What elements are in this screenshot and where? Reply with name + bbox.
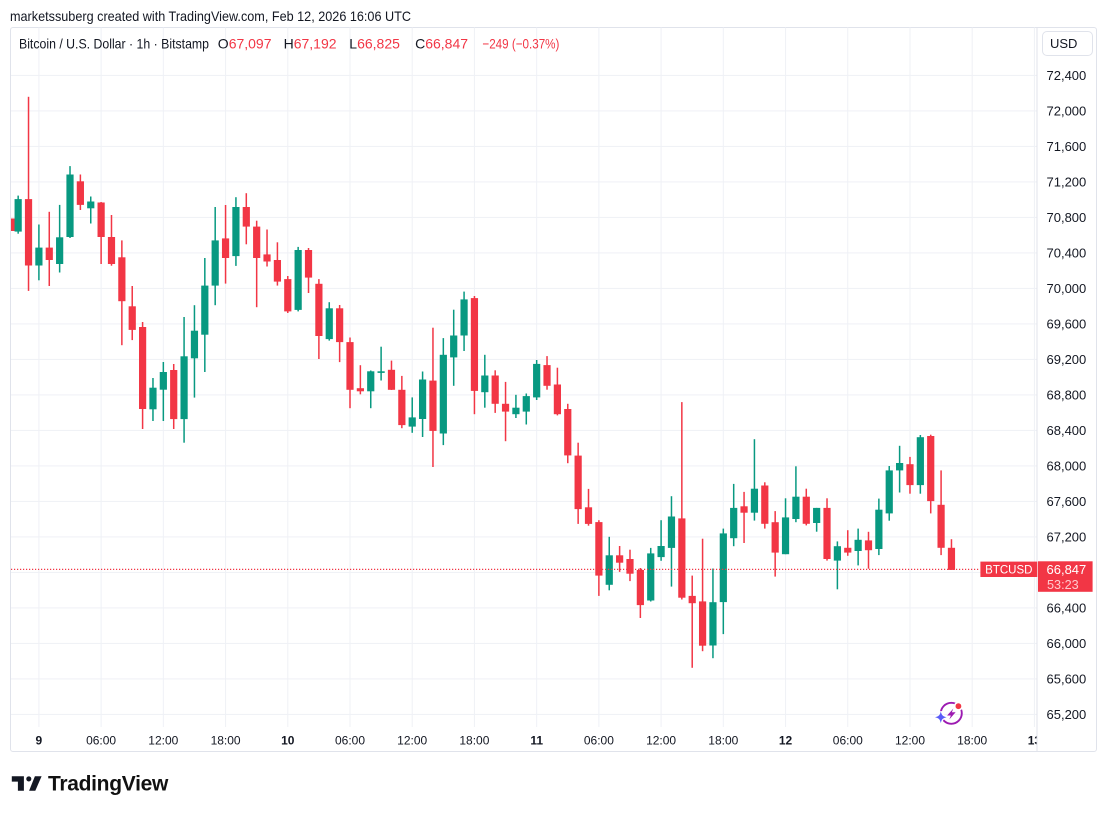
svg-text:13: 13	[1028, 733, 1042, 747]
svg-text:72,000: 72,000	[1047, 104, 1087, 119]
svg-text:66,000: 66,000	[1047, 636, 1087, 651]
svg-text:10: 10	[281, 733, 295, 747]
svg-text:69,600: 69,600	[1047, 317, 1087, 332]
svg-text:18:00: 18:00	[957, 733, 987, 747]
svg-text:70,000: 70,000	[1047, 281, 1087, 296]
svg-text:68,000: 68,000	[1047, 459, 1087, 474]
svg-text:65,600: 65,600	[1047, 672, 1087, 687]
svg-text:06:00: 06:00	[584, 733, 614, 747]
svg-text:9: 9	[36, 733, 43, 747]
svg-text:71,200: 71,200	[1047, 175, 1087, 190]
svg-text:72,400: 72,400	[1047, 68, 1087, 83]
svg-text:69,200: 69,200	[1047, 352, 1087, 367]
svg-text:70,400: 70,400	[1047, 246, 1087, 261]
svg-text:12:00: 12:00	[895, 733, 925, 747]
svg-text:18:00: 18:00	[211, 733, 241, 747]
svg-text:71,600: 71,600	[1047, 139, 1087, 154]
svg-text:marketssuberg created with Tra: marketssuberg created with TradingView.c…	[10, 8, 411, 24]
svg-text:66,400: 66,400	[1047, 601, 1087, 616]
svg-text:BTCUSD: BTCUSD	[985, 564, 1032, 576]
svg-text:06:00: 06:00	[335, 733, 365, 747]
svg-text:68,800: 68,800	[1047, 388, 1087, 403]
svg-text:12:00: 12:00	[397, 733, 427, 747]
svg-text:68,400: 68,400	[1047, 423, 1087, 438]
svg-text:11: 11	[530, 733, 543, 747]
svg-text:06:00: 06:00	[86, 733, 116, 747]
svg-text:65,200: 65,200	[1047, 707, 1087, 722]
svg-text:66,847: 66,847	[1047, 562, 1087, 577]
svg-text:70,800: 70,800	[1047, 210, 1087, 225]
svg-text:67,600: 67,600	[1047, 494, 1087, 509]
svg-text:18:00: 18:00	[459, 733, 489, 747]
svg-text:06:00: 06:00	[833, 733, 863, 747]
svg-text:Bitcoin / U.S. Dollar · 1h · B: Bitcoin / U.S. Dollar · 1h · Bitstamp O67…	[19, 35, 559, 51]
svg-text:TradingView: TradingView	[48, 773, 169, 796]
svg-text:18:00: 18:00	[708, 733, 738, 747]
svg-text:12:00: 12:00	[148, 733, 178, 747]
svg-text:12: 12	[779, 733, 793, 747]
svg-text:53:23: 53:23	[1047, 578, 1079, 592]
svg-text:67,200: 67,200	[1047, 530, 1087, 545]
svg-text:12:00: 12:00	[646, 733, 676, 747]
